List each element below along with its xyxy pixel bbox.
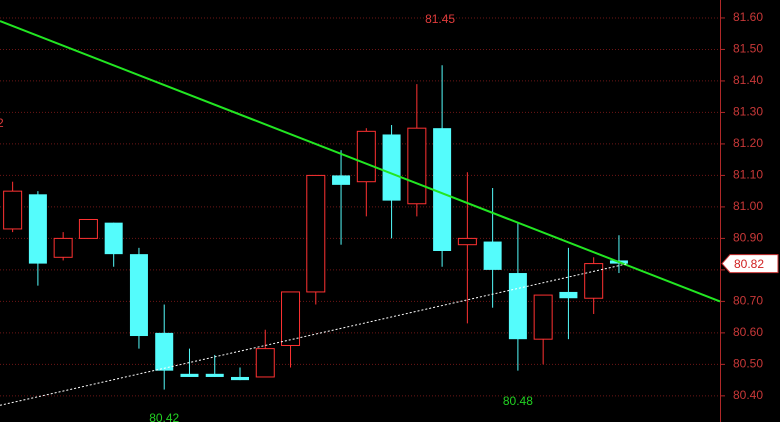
candle-body	[231, 376, 249, 381]
candle-body	[155, 332, 174, 371]
annotation: 2	[0, 116, 4, 130]
candle-body	[129, 254, 148, 337]
candle-body	[53, 237, 73, 258]
y-tick-label: 81.20	[733, 136, 763, 150]
y-tick-label: 81.00	[733, 199, 763, 213]
annotation: 80.48	[503, 394, 533, 408]
candle-body	[584, 263, 604, 299]
candle-body	[356, 130, 376, 183]
annotation: 81.45	[425, 12, 455, 26]
candle-body	[508, 273, 527, 340]
candle-body	[332, 175, 351, 185]
price-tag-box	[721, 254, 779, 274]
y-tick-label: 81.60	[733, 10, 763, 24]
candle-body	[483, 241, 502, 270]
y-tick-label: 80.60	[733, 325, 763, 339]
candle-body	[28, 194, 47, 264]
candle-body	[180, 373, 199, 377]
candle-body	[306, 174, 326, 293]
y-tick-label: 81.40	[733, 73, 763, 87]
y-tick-label: 81.50	[733, 42, 763, 56]
y-tick-label: 81.30	[733, 105, 763, 119]
candle-body	[255, 348, 275, 378]
y-tick-label: 81.10	[733, 168, 763, 182]
candle-body	[3, 190, 23, 230]
y-tick-label: 80.90	[733, 231, 763, 245]
candle-body	[559, 291, 578, 299]
candle-body	[457, 237, 477, 246]
candle-body	[205, 373, 224, 377]
candle-body	[104, 222, 123, 255]
y-tick-label: 80.50	[733, 357, 763, 371]
y-tick-label: 80.70	[733, 294, 763, 308]
candle-body	[533, 294, 553, 340]
candle-body	[281, 291, 301, 346]
candle-body	[407, 127, 427, 205]
candle-body	[78, 219, 98, 239]
y-tick-label: 80.40	[733, 388, 763, 402]
annotation: 80.42	[149, 411, 179, 422]
candle-body	[433, 128, 452, 251]
candle-body	[382, 134, 401, 201]
trend-line	[0, 263, 629, 406]
trend-line	[0, 20, 721, 303]
price-tag: 80.82	[734, 257, 764, 271]
